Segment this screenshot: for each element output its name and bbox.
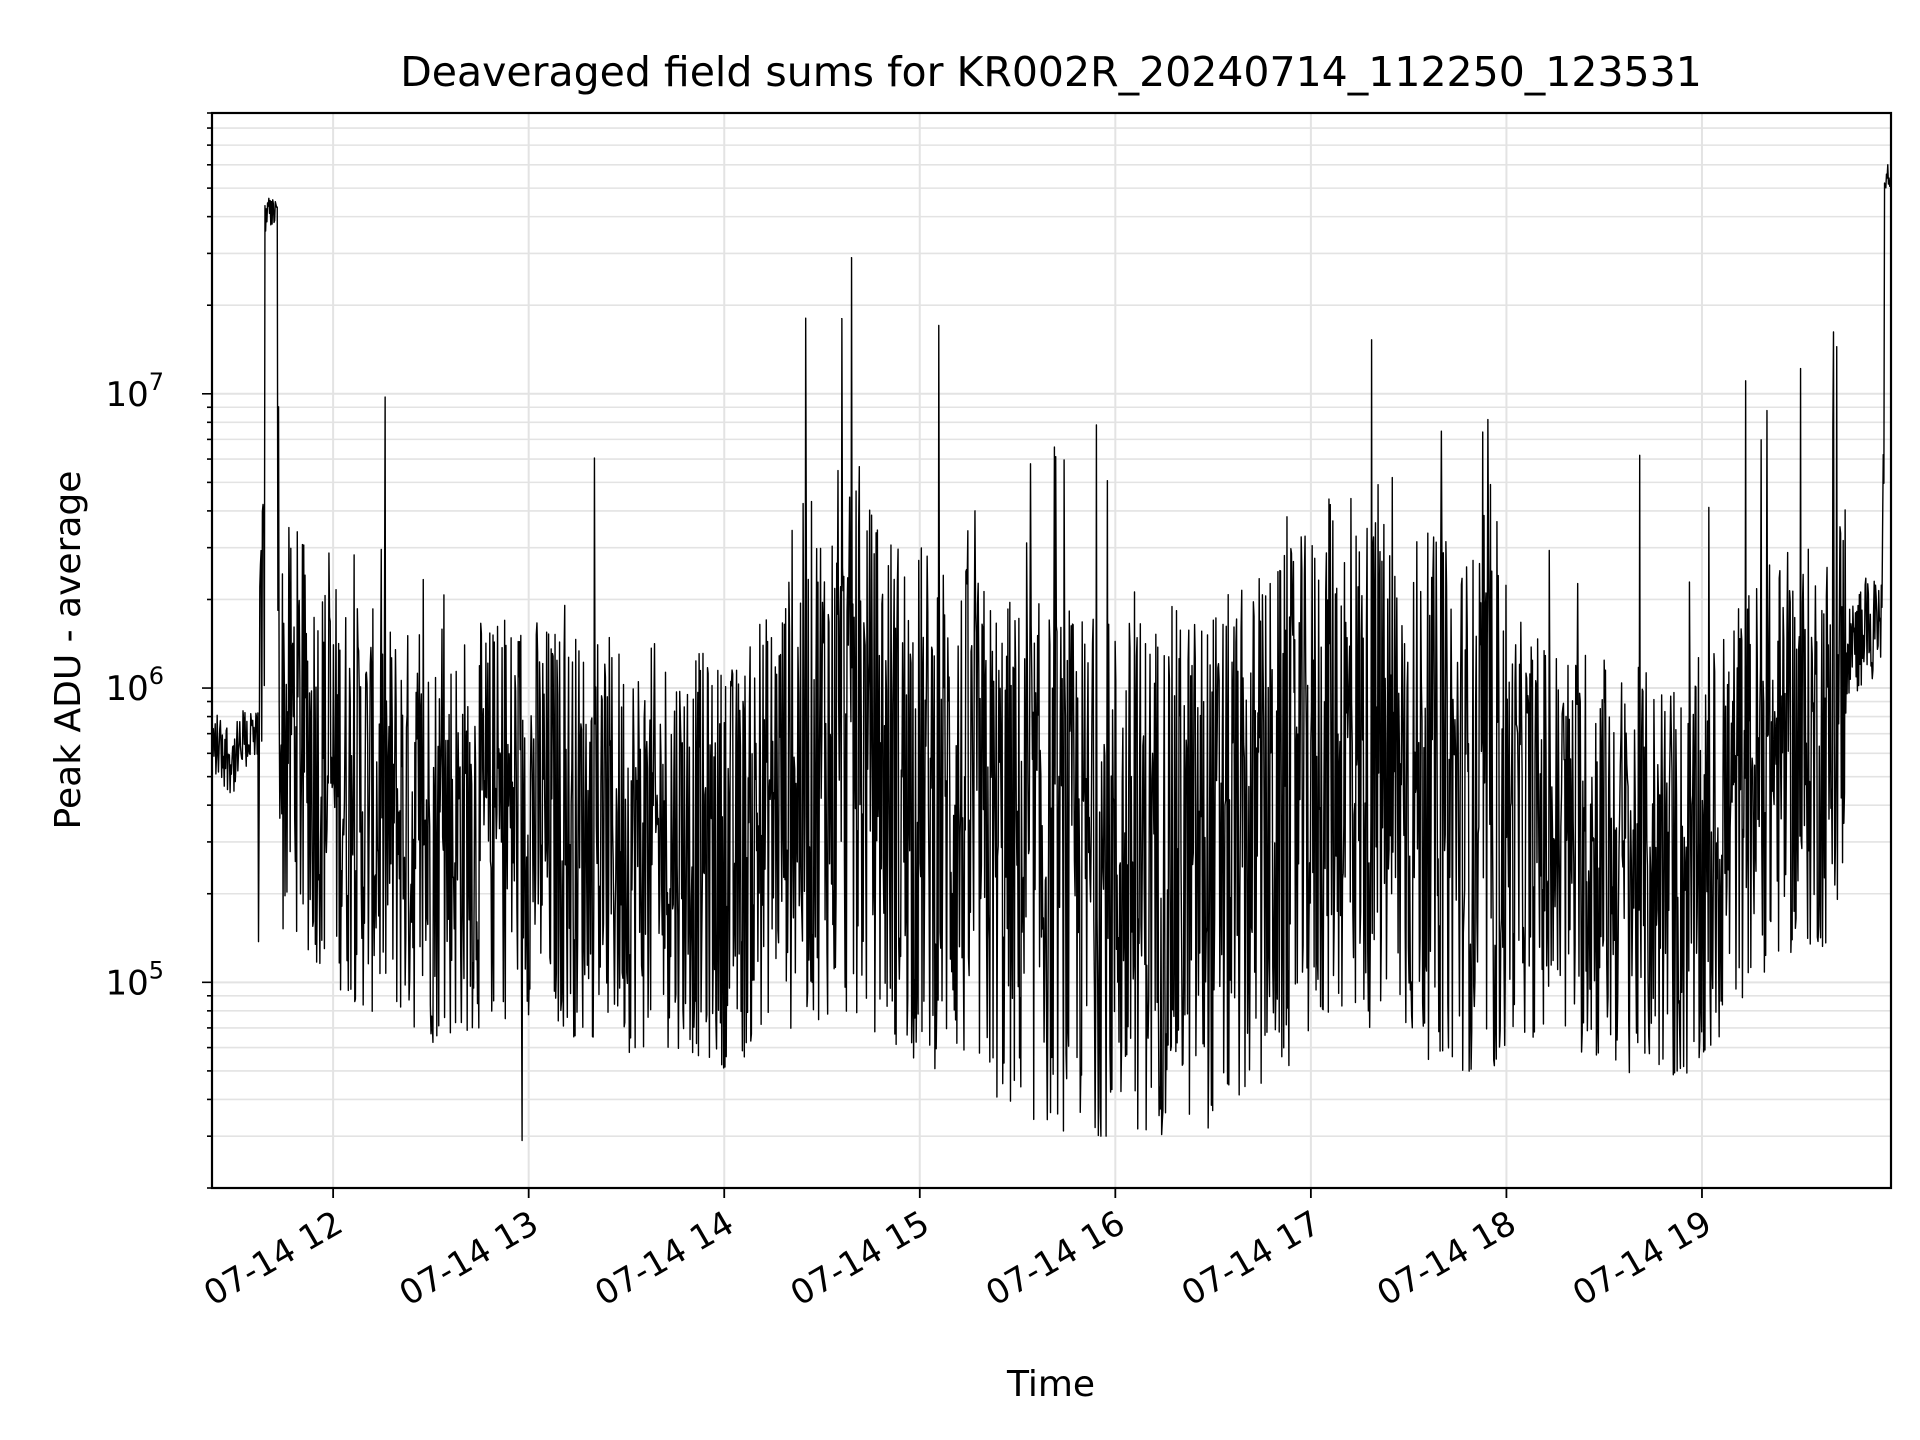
y-tick-label: 106 [105, 662, 164, 709]
peak-point [1887, 164, 1889, 166]
peak-point [841, 318, 843, 320]
x-axis-label: Time [1006, 1364, 1095, 1405]
peak-point [270, 201, 272, 203]
chart-title: Deaveraged field sums for KR002R_2024071… [400, 48, 1702, 96]
series-line [211, 164, 1892, 1142]
peak-point [974, 510, 976, 512]
y-tick-label: 105 [105, 956, 164, 1003]
peak-point [1329, 504, 1331, 506]
peak-point [850, 257, 852, 259]
y-tick-label: 107 [105, 368, 164, 415]
y-axis-label: Peak ADU - average [48, 471, 89, 830]
plot-frame [210, 111, 1893, 1190]
data-layer [211, 164, 1892, 1142]
